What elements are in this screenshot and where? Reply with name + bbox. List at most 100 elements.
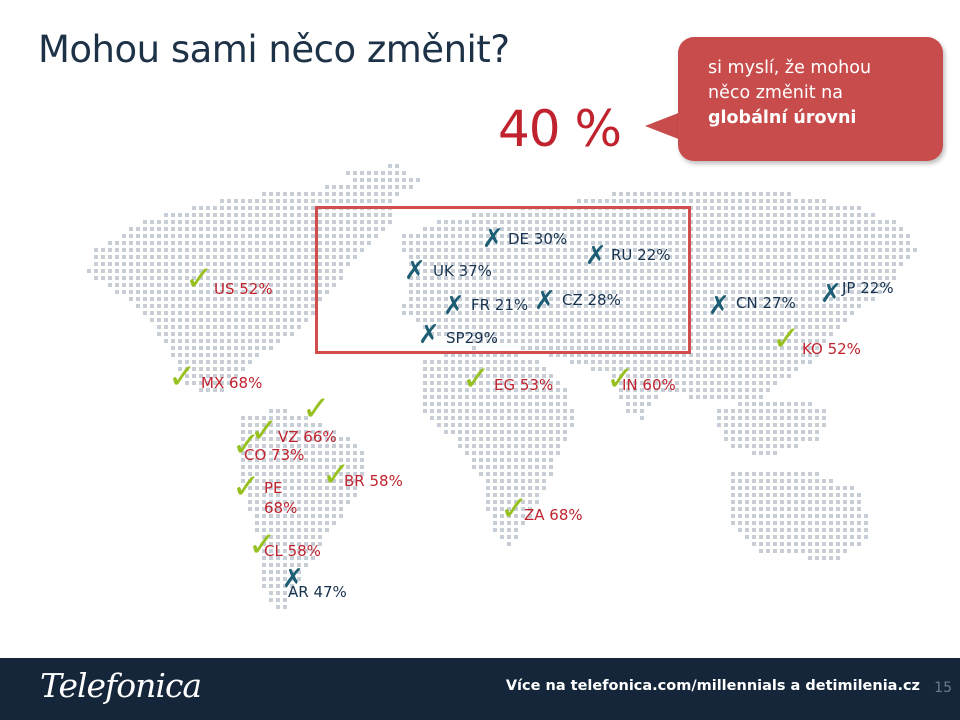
map-dot bbox=[297, 269, 301, 273]
map-dot bbox=[668, 353, 672, 357]
map-dot bbox=[682, 374, 686, 378]
map-dot bbox=[220, 353, 224, 357]
map-dot bbox=[493, 500, 497, 504]
map-dot bbox=[752, 437, 756, 441]
map-dot bbox=[430, 402, 434, 406]
map-dot bbox=[647, 332, 651, 336]
map-dot bbox=[500, 339, 504, 343]
map-dot bbox=[885, 255, 889, 259]
map-dot bbox=[311, 507, 315, 511]
map-dot bbox=[409, 248, 413, 252]
map-dot bbox=[836, 507, 840, 511]
map-dot bbox=[171, 276, 175, 280]
map-dot bbox=[472, 339, 476, 343]
checkmark-icon: ✓ bbox=[606, 359, 635, 399]
map-dot bbox=[423, 402, 427, 406]
map-dot bbox=[647, 367, 651, 371]
map-dot bbox=[521, 500, 525, 504]
map-dot bbox=[269, 423, 273, 427]
map-dot bbox=[283, 269, 287, 273]
map-dot bbox=[290, 549, 294, 553]
map-dot bbox=[675, 199, 679, 203]
map-dot bbox=[738, 311, 742, 315]
map-dot bbox=[605, 290, 609, 294]
map-dot bbox=[416, 318, 420, 322]
map-dot bbox=[556, 409, 560, 413]
map-dot bbox=[717, 423, 721, 427]
map-dot bbox=[542, 332, 546, 336]
map-dot bbox=[843, 276, 847, 280]
map-dot bbox=[486, 444, 490, 448]
map-dot bbox=[801, 290, 805, 294]
map-dot bbox=[822, 325, 826, 329]
map-dot bbox=[731, 416, 735, 420]
map-dot bbox=[563, 325, 567, 329]
map-dot bbox=[444, 262, 448, 266]
map-dot bbox=[584, 283, 588, 287]
map-dot bbox=[199, 269, 203, 273]
map-dot bbox=[269, 416, 273, 420]
map-dot bbox=[521, 451, 525, 455]
map-dot bbox=[353, 241, 357, 245]
map-dot bbox=[199, 332, 203, 336]
map-dot bbox=[633, 283, 637, 287]
map-dot bbox=[794, 318, 798, 322]
map-dot bbox=[255, 528, 259, 532]
map-dot bbox=[780, 262, 784, 266]
map-dot bbox=[276, 563, 280, 567]
map-dot bbox=[430, 290, 434, 294]
map-dot bbox=[276, 591, 280, 595]
map-dot bbox=[472, 416, 476, 420]
map-dot bbox=[647, 381, 651, 385]
map-dot bbox=[199, 360, 203, 364]
map-dot bbox=[472, 353, 476, 357]
map-dot bbox=[507, 528, 511, 532]
map-dot bbox=[185, 325, 189, 329]
map-dot bbox=[731, 346, 735, 350]
map-dot bbox=[717, 255, 721, 259]
map-dot bbox=[724, 325, 728, 329]
map-dot bbox=[892, 262, 896, 266]
map-dot bbox=[213, 248, 217, 252]
map-dot bbox=[668, 255, 672, 259]
map-dot bbox=[430, 227, 434, 231]
map-dot bbox=[304, 311, 308, 315]
map-dot bbox=[283, 479, 287, 483]
map-dot bbox=[759, 423, 763, 427]
map-dot bbox=[542, 402, 546, 406]
map-dot bbox=[836, 290, 840, 294]
map-dot bbox=[108, 248, 112, 252]
map-dot bbox=[318, 430, 322, 434]
map-dot bbox=[255, 248, 259, 252]
map-dot bbox=[269, 269, 273, 273]
map-dot bbox=[493, 248, 497, 252]
map-dot bbox=[752, 290, 756, 294]
map-dot bbox=[192, 269, 196, 273]
map-dot bbox=[332, 255, 336, 259]
footer-link[interactable]: Více na telefonica.com/millennials a det… bbox=[505, 678, 920, 694]
map-dot bbox=[759, 206, 763, 210]
map-dot bbox=[745, 367, 749, 371]
map-dot bbox=[780, 346, 784, 350]
map-dot bbox=[514, 409, 518, 413]
map-dot bbox=[493, 227, 497, 231]
map-dot bbox=[626, 276, 630, 280]
map-dot bbox=[220, 290, 224, 294]
map-dot bbox=[255, 213, 259, 217]
map-dot bbox=[276, 444, 280, 448]
map-dot bbox=[185, 297, 189, 301]
map-dot bbox=[234, 220, 238, 224]
map-dot bbox=[108, 262, 112, 266]
map-dot bbox=[598, 325, 602, 329]
map-dot bbox=[171, 213, 175, 217]
map-dot bbox=[668, 283, 672, 287]
map-dot bbox=[227, 199, 231, 203]
map-dot bbox=[325, 458, 329, 462]
map-dot bbox=[654, 199, 658, 203]
map-dot bbox=[724, 234, 728, 238]
map-dot bbox=[731, 192, 735, 196]
map-dot bbox=[822, 213, 826, 217]
map-dot bbox=[640, 346, 644, 350]
map-dot bbox=[164, 325, 168, 329]
map-dot bbox=[297, 500, 301, 504]
